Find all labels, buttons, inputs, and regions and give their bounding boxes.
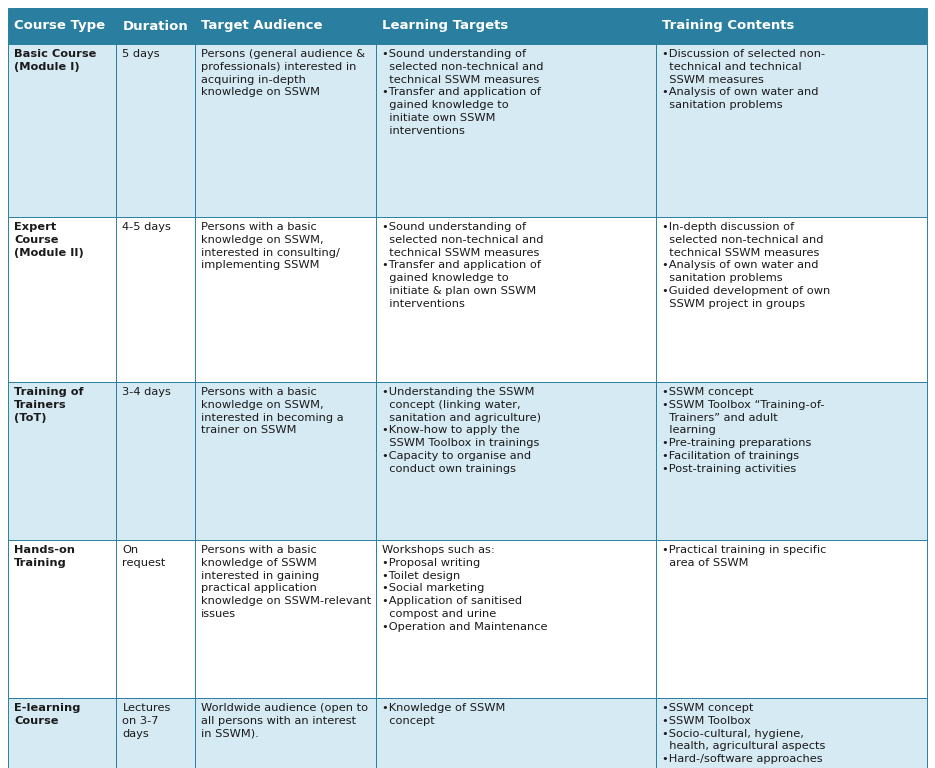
Bar <box>8 8 117 44</box>
Text: 5 days: 5 days <box>122 49 160 59</box>
Bar <box>376 217 655 382</box>
Text: Training of
Trainers
(ToT): Training of Trainers (ToT) <box>14 387 83 422</box>
Bar <box>194 698 376 768</box>
Bar <box>117 698 194 768</box>
Bar <box>194 540 376 698</box>
Bar <box>655 44 927 217</box>
Text: 3-4 days: 3-4 days <box>122 387 171 397</box>
Bar <box>194 44 376 217</box>
Text: •In-depth discussion of
  selected non-technical and
  technical SSWM measures
•: •In-depth discussion of selected non-tec… <box>662 222 830 309</box>
Bar <box>8 540 117 698</box>
Bar <box>8 382 117 540</box>
Text: Lectures
on 3-7
days: Lectures on 3-7 days <box>122 703 171 739</box>
Bar <box>376 8 655 44</box>
Text: Persons with a basic
knowledge of SSWM
interested in gaining
practical applicati: Persons with a basic knowledge of SSWM i… <box>200 545 371 619</box>
Text: Training Contents: Training Contents <box>662 19 794 32</box>
Text: •SSWM concept
•SSWM Toolbox
•Socio-cultural, hygiene,
  health, agricultural asp: •SSWM concept •SSWM Toolbox •Socio-cultu… <box>662 703 826 764</box>
Bar <box>117 382 194 540</box>
Text: Learning Targets: Learning Targets <box>381 19 508 32</box>
Text: 4-5 days: 4-5 days <box>122 222 171 232</box>
Bar <box>194 217 376 382</box>
Text: Course Type: Course Type <box>14 19 105 32</box>
Text: Persons (general audience &
professionals) interested in
acquiring in-depth
know: Persons (general audience & professional… <box>200 49 365 98</box>
Text: Hands-on
Training: Hands-on Training <box>14 545 75 568</box>
Text: Persons with a basic
knowledge on SSWM,
interested in consulting/
implementing S: Persons with a basic knowledge on SSWM, … <box>200 222 339 270</box>
Text: Basic Course
(Module I): Basic Course (Module I) <box>14 49 96 71</box>
Bar <box>194 382 376 540</box>
Text: •Knowledge of SSWM
  concept: •Knowledge of SSWM concept <box>381 703 505 726</box>
Bar <box>117 540 194 698</box>
Text: •Sound understanding of
  selected non-technical and
  technical SSWM measures
•: •Sound understanding of selected non-tec… <box>381 49 543 136</box>
Bar <box>117 44 194 217</box>
Bar <box>655 540 927 698</box>
Bar <box>8 217 117 382</box>
Bar <box>655 8 927 44</box>
Text: E-learning
Course: E-learning Course <box>14 703 80 726</box>
Text: Duration: Duration <box>122 19 188 32</box>
Text: •Discussion of selected non-
  technical and technical
  SSWM measures
•Analysis: •Discussion of selected non- technical a… <box>662 49 825 110</box>
Bar <box>376 698 655 768</box>
Bar <box>655 217 927 382</box>
Bar <box>655 698 927 768</box>
Bar <box>194 8 376 44</box>
Text: •SSWM concept
•SSWM Toolbox “Training-of-
  Trainers” and adult
  learning
•Pre-: •SSWM concept •SSWM Toolbox “Training-of… <box>662 387 825 474</box>
Bar <box>376 382 655 540</box>
Text: •Practical training in specific
  area of SSWM: •Practical training in specific area of … <box>662 545 827 568</box>
Bar <box>655 382 927 540</box>
Text: Persons with a basic
knowledge on SSWM,
interested in becoming a
trainer on SSWM: Persons with a basic knowledge on SSWM, … <box>200 387 343 435</box>
Text: On
request: On request <box>122 545 165 568</box>
Text: Worldwide audience (open to
all persons with an interest
in SSWM).: Worldwide audience (open to all persons … <box>200 703 367 739</box>
Text: Target Audience: Target Audience <box>200 19 322 32</box>
Bar <box>8 698 117 768</box>
Bar <box>376 44 655 217</box>
Text: •Understanding the SSWM
  concept (linking water,
  sanitation and agriculture)
: •Understanding the SSWM concept (linking… <box>381 387 540 474</box>
Bar <box>376 540 655 698</box>
Bar <box>117 217 194 382</box>
Text: Expert
Course
(Module II): Expert Course (Module II) <box>14 222 84 257</box>
Bar <box>117 8 194 44</box>
Text: Workshops such as:
•Proposal writing
•Toilet design
•Social marketing
•Applicati: Workshops such as: •Proposal writing •To… <box>381 545 547 632</box>
Bar <box>8 44 117 217</box>
Text: •Sound understanding of
  selected non-technical and
  technical SSWM measures
•: •Sound understanding of selected non-tec… <box>381 222 543 309</box>
